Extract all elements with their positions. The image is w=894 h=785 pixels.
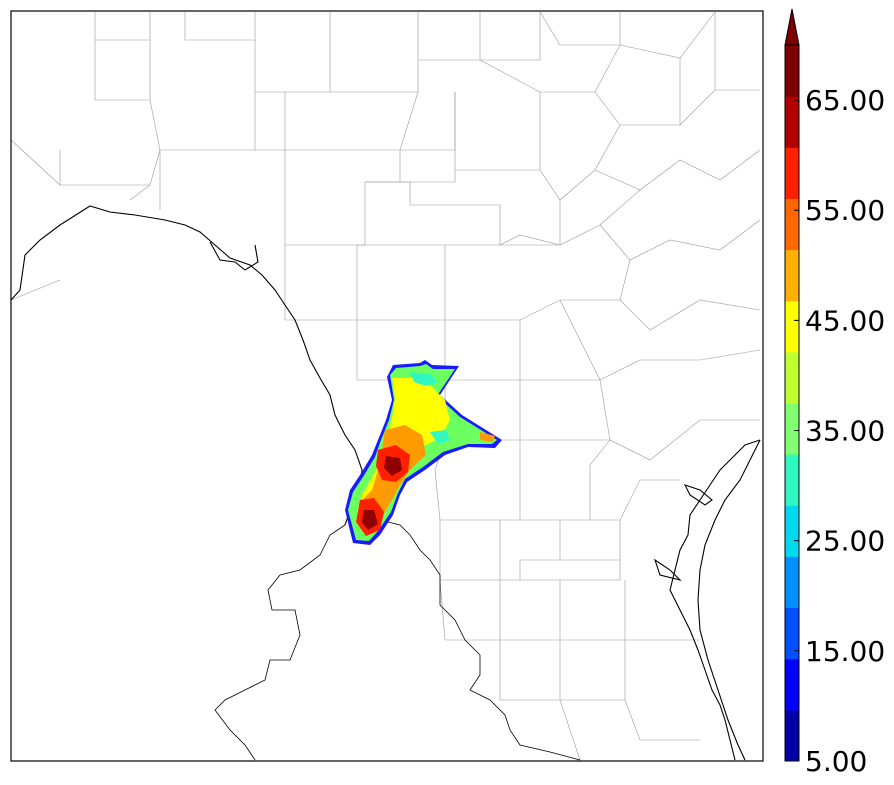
colorbar-tick-label: 5.00 xyxy=(805,745,867,778)
colorbar-segment xyxy=(785,147,799,199)
colorbar-extend-arrow xyxy=(784,8,800,46)
precip-cyan-1 xyxy=(410,372,438,386)
colorbar-segment xyxy=(785,45,799,97)
colorbar-segment xyxy=(785,709,799,762)
colorbar-ticks: 5.00 15.00 25.00 35.00 45.00 55.00 65.00 xyxy=(794,84,885,778)
precip-orange-2 xyxy=(480,432,495,442)
precip-darkred xyxy=(362,456,402,530)
colorbar-tick-label: 55.00 xyxy=(805,194,885,227)
colorbar-segment xyxy=(785,96,799,148)
colorbar-tick-label: 15.00 xyxy=(805,635,885,668)
colorbar-segment xyxy=(785,300,799,353)
colorbar-tick-label: 25.00 xyxy=(805,525,885,558)
colorbar-segment xyxy=(785,403,799,455)
colorbar-segment xyxy=(785,351,799,404)
colorbar-tick-label: 65.00 xyxy=(805,84,885,117)
state-boundary xyxy=(10,205,363,526)
colorbar-segment xyxy=(785,658,799,711)
colorbar-segment xyxy=(785,556,799,609)
colorbar-tick-label: 45.00 xyxy=(805,304,885,337)
colorbar-segment xyxy=(785,198,799,251)
map-frame xyxy=(10,10,764,762)
colorbar: 5.00 15.00 25.00 35.00 45.00 55.00 65.00 xyxy=(784,8,885,778)
map-background xyxy=(11,11,763,761)
coastline xyxy=(669,439,761,761)
precip-cyan-2 xyxy=(430,430,450,444)
colorbar-frame xyxy=(784,44,800,762)
colorbar-tick-label: 35.00 xyxy=(805,415,885,448)
colorbar-segment xyxy=(785,607,799,660)
precip-field xyxy=(345,360,502,545)
colorbar-segments xyxy=(785,45,799,762)
colorbar-segment xyxy=(785,249,799,302)
colorbar-segment xyxy=(785,454,799,506)
colorbar-segment xyxy=(785,505,799,557)
international-border xyxy=(214,524,346,761)
